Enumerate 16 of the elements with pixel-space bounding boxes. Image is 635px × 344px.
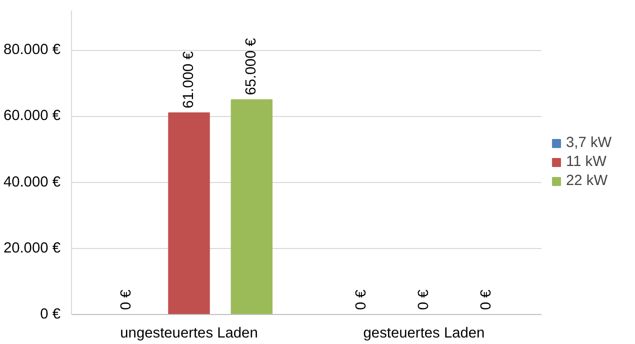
y-tick-label: 60.000 € <box>3 108 61 124</box>
y-tick-label: 80.000 € <box>3 42 61 58</box>
legend-label: 3,7 kW <box>566 135 612 151</box>
data-label: 0 € <box>353 290 370 310</box>
y-tick-label: 40.000 € <box>3 174 61 190</box>
legend-label: 11 kW <box>566 154 606 170</box>
x-tick-label: ungesteuertes Laden <box>120 326 258 342</box>
data-label: 65.000 € <box>244 38 260 96</box>
data-label: 0 € <box>478 290 495 310</box>
data-label: 0 € <box>118 290 134 310</box>
legend-label: 22 kW <box>566 173 608 189</box>
y-tick-label: 20.000 € <box>3 240 61 256</box>
x-tick-label: gesteuertes Laden <box>363 326 485 342</box>
y-tick-label: 0 € <box>40 306 60 322</box>
data-label: 0 € <box>416 290 432 310</box>
data-label: 61.000 € <box>181 51 197 108</box>
